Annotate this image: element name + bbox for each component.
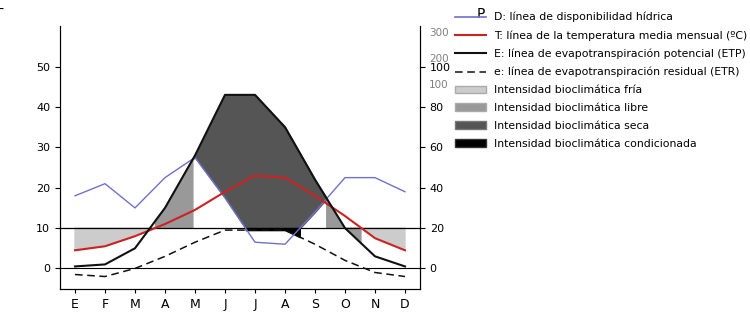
Text: P: P [476,7,484,21]
Text: 100: 100 [429,80,448,90]
Legend: D: línea de disponibilidad hídrica, T: línea de la temperatura media mensual (ºC: D: línea de disponibilidad hídrica, T: l… [455,12,748,149]
Text: 200: 200 [429,54,448,64]
Text: T: T [0,7,4,21]
Text: 300: 300 [429,28,448,38]
